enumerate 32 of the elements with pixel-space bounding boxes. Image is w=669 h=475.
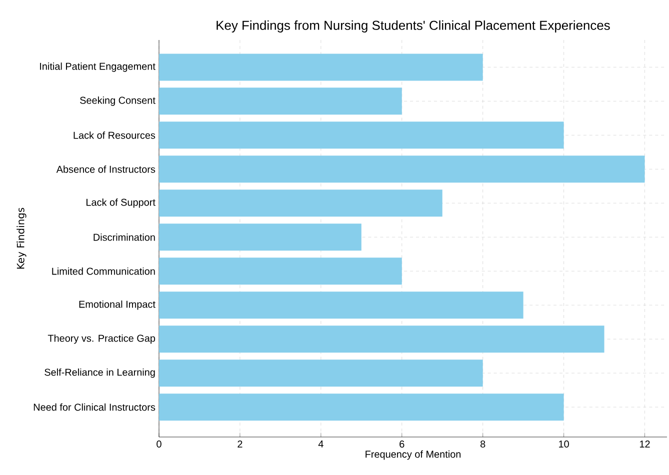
x-tick-label: 4 [318,440,324,448]
y-tick-label: Seeking Consent [80,96,156,106]
y-tick-label: Absence of Instructors [56,166,156,173]
x-tick-label: 0 [156,440,162,448]
x-tick-label: 8 [480,440,486,448]
bar [159,122,564,149]
x-tick-label: 2 [238,440,242,448]
y-tick-label: Lack of Resources [74,132,156,139]
y-tick-label: Lack of Support [86,198,156,208]
bar [159,292,524,319]
y-tick-label: Theory vs. Practice Gap [48,334,156,344]
y-tick-label: Initial Patient Engagement [40,62,156,72]
x-axis-title: Frequency of Mention [366,450,461,460]
bar [159,258,402,285]
bar [159,224,362,251]
bar [159,326,604,353]
chart-title: Key Findings from Nursing Students' Clinical Placement Experiences [216,20,610,32]
bar [159,156,645,183]
bar [159,394,564,421]
bar [159,88,402,115]
y-tick-label: Discrimination [94,233,155,241]
y-tick-label: Self-Reliance in Learning [44,368,155,378]
x-tick-label: 12 [640,440,650,448]
x-tick-label: 6 [400,440,404,448]
bar [159,190,442,217]
bar [159,54,483,81]
y-tick-label: Limited Communication [52,267,155,275]
y-axis-title: Key Findings [16,208,26,269]
bar [159,360,483,387]
y-tick-label: Emotional Impact [79,300,156,310]
y-tick-label: Need for Clinical Instructors [34,403,156,411]
x-tick-label: 10 [559,440,569,448]
